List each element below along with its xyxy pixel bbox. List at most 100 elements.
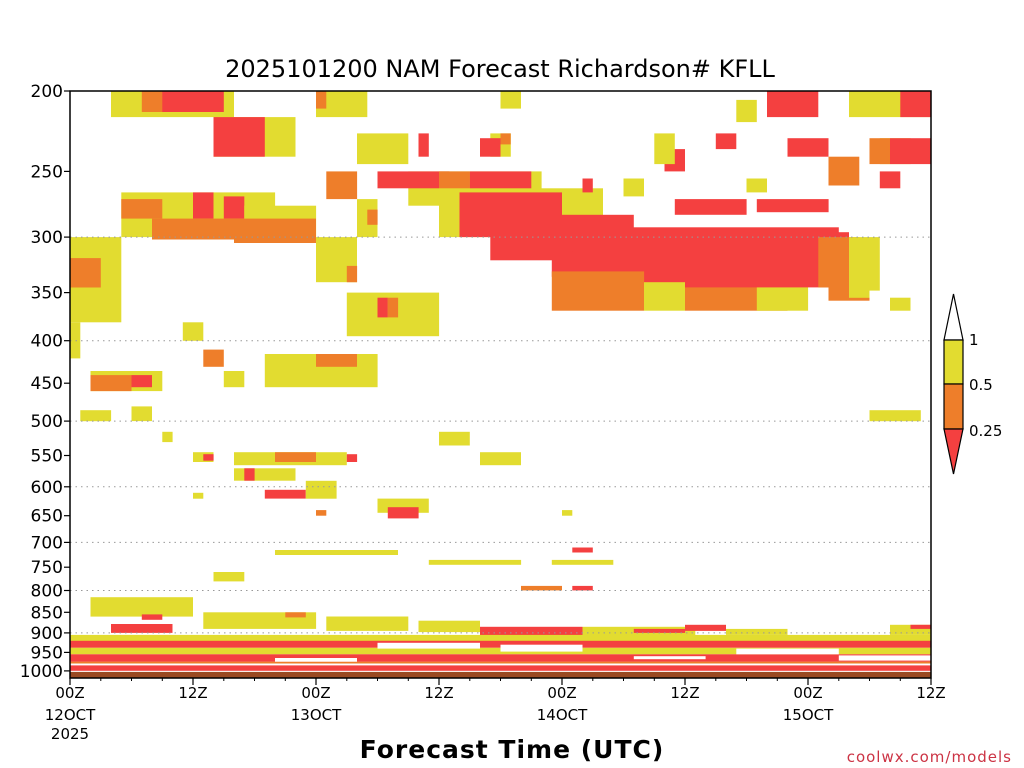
- richardson-cell: [439, 431, 470, 446]
- richardson-cell: [152, 91, 224, 112]
- y-tick-label: 800: [31, 582, 63, 602]
- richardson-cell: [377, 171, 450, 189]
- richardson-cell: [418, 620, 480, 633]
- x-axis-label: Forecast Time (UTC): [360, 735, 665, 764]
- x-tick-label: 12Z: [424, 684, 453, 702]
- richardson-cell: [644, 282, 685, 311]
- colorbar-label: 0.25: [969, 422, 1002, 440]
- x-tick-label: 12Z: [916, 684, 945, 702]
- richardson-cell: [572, 585, 593, 591]
- richardson-cell: [500, 91, 521, 109]
- richardson-cell: [756, 199, 829, 213]
- richardson-cell: [234, 468, 296, 481]
- richardson-cell: [869, 410, 921, 422]
- richardson-cell: [193, 452, 214, 462]
- richardson-cell: [869, 138, 890, 165]
- richardson-cell: [623, 178, 644, 197]
- richardson-cell: [357, 199, 378, 238]
- x-tick-label: 00Z: [547, 684, 576, 702]
- richardson-cell: [131, 375, 152, 388]
- richardson-cell: [551, 271, 645, 311]
- richardson-cell: [726, 628, 788, 635]
- richardson-cell: [70, 654, 931, 662]
- richardson-cell: [428, 559, 522, 565]
- y-tick-label: 700: [31, 533, 63, 553]
- richardson-cell: [633, 628, 686, 633]
- richardson-cell: [316, 510, 327, 516]
- richardson-cell: [387, 297, 399, 318]
- colorbar-bin-yellow: [943, 339, 964, 385]
- richardson-cell: [439, 171, 470, 193]
- richardson-cell: [357, 133, 409, 165]
- x-tick-label: 12Z: [178, 684, 207, 702]
- richardson-cell: [90, 375, 132, 392]
- x-tick-label: 12Z: [670, 684, 699, 702]
- y-tick-label: 750: [31, 558, 63, 578]
- richardson-cell: [275, 452, 316, 462]
- richardson-cell: [70, 640, 931, 648]
- y-tick-label: 550: [31, 447, 63, 467]
- richardson-cell: [131, 406, 152, 422]
- richardson-cell: [654, 133, 675, 165]
- richardson-cell: [70, 661, 931, 664]
- richardson-cell: [480, 138, 501, 157]
- richardson-cell: [203, 454, 214, 461]
- richardson-cell: [767, 91, 819, 118]
- richardson-cell: [244, 468, 255, 481]
- richardson-cell: [234, 218, 316, 243]
- richardson-cell: [480, 452, 521, 466]
- x-tick-date: 15OCT: [783, 706, 834, 724]
- richardson-cell: [141, 91, 163, 112]
- richardson-cell: [500, 133, 511, 145]
- chart-title: 2025101200 NAM Forecast Richardson# KFLL: [225, 55, 775, 83]
- y-tick-label: 600: [31, 478, 63, 498]
- x-tick-label: 00Z: [55, 684, 84, 702]
- richardson-cell: [418, 133, 429, 157]
- x-tick-year: 2025: [51, 725, 89, 743]
- richardson-cell: [346, 454, 358, 462]
- colorbar-bottom-arrow: [943, 428, 964, 475]
- gridlines: [70, 236, 931, 634]
- y-tick-label: 250: [31, 162, 63, 182]
- richardson-cell: [387, 507, 419, 519]
- richardson-cell: [162, 431, 173, 443]
- y-axis: 200 250 300 350 400 450 500 550 600 650 700 750 8008…: [20, 82, 70, 682]
- y-tick-label: 900: [31, 624, 63, 644]
- plot-area: [70, 91, 932, 671]
- richardson-cell: [890, 138, 931, 165]
- richardson-cell: [715, 133, 737, 150]
- richardson-cell: [890, 624, 931, 635]
- richardson-cell: [346, 265, 358, 283]
- x-tick-label: 00Z: [301, 684, 330, 702]
- colorbar-label: 0.5: [969, 376, 993, 394]
- colorbar-bin-orange: [943, 383, 964, 430]
- colorbar-top-arrow: [943, 293, 964, 341]
- richardson-cell: [70, 258, 101, 288]
- richardson-cell: [275, 550, 398, 555]
- richardson-cell: [223, 371, 245, 388]
- richardson-cell: [223, 196, 245, 219]
- y-tick-label: 950: [31, 643, 63, 663]
- richardson-cell: [849, 237, 880, 291]
- y-tick-label: 300: [31, 228, 63, 248]
- richardson-cell: [264, 489, 306, 499]
- ground-band: [70, 671, 931, 678]
- y-tick-label: 350: [31, 284, 63, 304]
- richardson-cell: [685, 624, 726, 631]
- richardson-cell: [70, 665, 931, 671]
- y-tick-label: 650: [31, 507, 63, 527]
- richardson-cell: [326, 171, 358, 200]
- richardson-cell: [787, 138, 829, 157]
- richardson-cell: [367, 209, 378, 225]
- richardson-cell: [377, 642, 480, 649]
- richardson-cell: [193, 492, 204, 499]
- richardson-cell: [70, 322, 81, 359]
- x-tick-label: 00Z: [793, 684, 822, 702]
- y-tick-label: 450: [31, 374, 63, 394]
- richardson-cell: [285, 612, 306, 618]
- richardson-cell: [182, 322, 204, 341]
- richardson-cell: [736, 99, 757, 123]
- colorbar-label: 1: [969, 331, 979, 349]
